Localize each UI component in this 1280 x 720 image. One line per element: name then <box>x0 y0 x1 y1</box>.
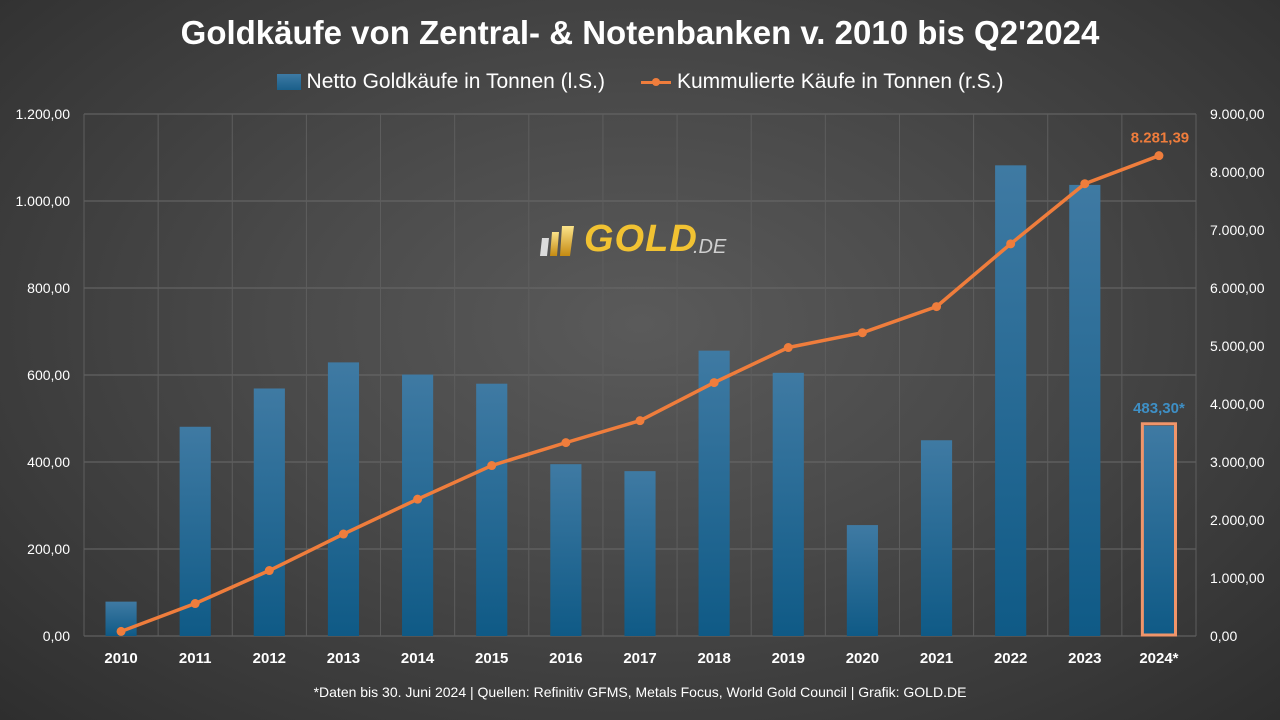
logo-suffix: .DE <box>693 236 727 258</box>
x-tick-label: 2016 <box>549 650 582 667</box>
x-tick-label: 2015 <box>475 650 508 667</box>
bar <box>1143 425 1175 636</box>
line-point <box>487 461 497 471</box>
x-tick-label: 2021 <box>920 650 953 667</box>
gold-de-logo: GOLD .DE <box>540 218 750 266</box>
y-right-tick-label: 3.000,00 <box>1210 454 1265 470</box>
x-tick-label: 2019 <box>772 650 805 667</box>
y-right-tick-label: 7.000,00 <box>1210 222 1265 238</box>
line-point <box>1080 179 1090 189</box>
y-right-tick-label: 4.000,00 <box>1210 396 1265 412</box>
bar <box>253 388 285 636</box>
bar <box>920 440 953 636</box>
bar <box>698 350 730 636</box>
line-point <box>116 626 126 636</box>
chart-title: Goldkäufe von Zentral- & Notenbanken v. … <box>180 14 1100 51</box>
x-tick-label: 2023 <box>1068 650 1101 667</box>
line-point <box>1154 151 1164 161</box>
bar-highlight-box <box>1140 422 1178 637</box>
y-right-tick-label: 1.000,00 <box>1210 570 1265 586</box>
legend-bar-swatch <box>276 74 301 90</box>
bar-data-label: 483,30* <box>1133 400 1185 417</box>
y-right-tick-label: 5.000,00 <box>1210 338 1265 354</box>
chart-footnote: *Daten bis 30. Juni 2024 | Quellen: Refi… <box>313 684 967 700</box>
line-point <box>709 378 719 388</box>
x-tick-label: 2014 <box>401 650 435 667</box>
x-tick-label: 2024* <box>1139 650 1178 667</box>
bar <box>772 372 804 636</box>
line-point <box>857 328 867 338</box>
line-point <box>561 438 571 448</box>
y-right-tick-label: 9.000,00 <box>1210 106 1265 122</box>
y-right-tick-label: 0,00 <box>1210 628 1237 644</box>
logo-text: GOLD <box>584 218 698 260</box>
x-tick-label: 2010 <box>104 650 137 667</box>
x-tick-label: 2011 <box>179 650 212 667</box>
bar <box>476 383 508 636</box>
legend-line-swatch <box>641 77 671 87</box>
line-point <box>190 599 200 609</box>
x-tick-label: 2013 <box>327 650 360 667</box>
x-tick-label: 2018 <box>697 650 730 667</box>
line-point <box>783 343 793 353</box>
line-data-label: 8.281,39 <box>1131 130 1189 147</box>
y-left-tick-label: 600,00 <box>27 367 70 383</box>
bar <box>846 525 878 636</box>
y-right-tick-label: 6.000,00 <box>1210 280 1265 296</box>
legend-item-line: Kummulierte Käufe in Tonnen (r.S.) <box>641 70 1003 94</box>
line-point <box>635 416 645 426</box>
line-point <box>338 529 348 539</box>
legend-item-bars: Netto Goldkäufe in Tonnen (l.S.) <box>276 70 605 94</box>
y-left-tick-label: 800,00 <box>27 280 70 296</box>
y-right-tick-label: 2.000,00 <box>1210 512 1265 528</box>
bar <box>327 362 360 636</box>
y-left-tick-label: 400,00 <box>27 454 70 470</box>
line-point <box>932 302 942 312</box>
x-tick-label: 2017 <box>623 650 656 667</box>
chart-legend: Netto Goldkäufe in Tonnen (l.S.) Kummuli… <box>0 70 1280 94</box>
line-point <box>264 566 274 576</box>
x-tick-label: 2012 <box>253 650 286 667</box>
bar <box>550 464 582 636</box>
x-tick-label: 2022 <box>994 650 1027 667</box>
y-left-tick-label: 0,00 <box>43 628 70 644</box>
x-tick-label: 2020 <box>846 650 879 667</box>
bar <box>624 471 656 636</box>
legend-bar-label: Netto Goldkäufe in Tonnen (l.S.) <box>306 70 605 93</box>
y-left-tick-label: 200,00 <box>27 541 70 557</box>
y-left-tick-label: 1.200,00 <box>16 106 71 122</box>
y-left-tick-label: 1.000,00 <box>16 193 71 209</box>
legend-line-label: Kummulierte Käufe in Tonnen (r.S.) <box>677 70 1004 93</box>
bar <box>1069 184 1101 636</box>
line-point <box>413 494 423 504</box>
logo-mark-icon <box>540 226 574 256</box>
line-point <box>1006 239 1016 249</box>
y-right-tick-label: 8.000,00 <box>1210 164 1265 180</box>
